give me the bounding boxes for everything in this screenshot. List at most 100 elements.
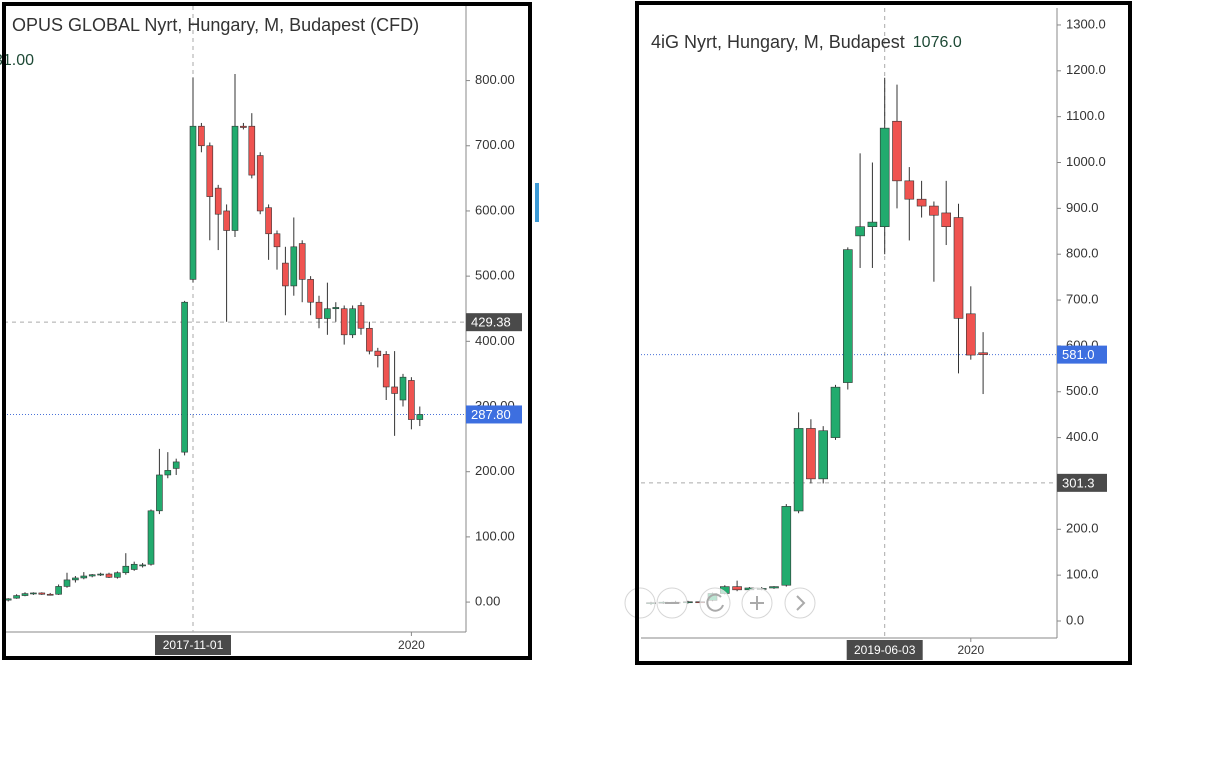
candle-body: [732, 586, 742, 591]
arrow-icon: [796, 595, 806, 611]
candle-body: [781, 506, 792, 586]
y-tick-label: 500.00: [475, 268, 515, 283]
y-tick-label: 200.0: [1066, 521, 1099, 536]
crosshair-date-box: [846, 640, 923, 660]
navigation-buttons: [624, 587, 816, 619]
candle-body: [340, 308, 348, 336]
y-tick-label: 0.00: [475, 594, 500, 609]
x-tick-label: 2020: [957, 643, 984, 657]
candle-body: [349, 308, 356, 336]
candle-body: [830, 386, 841, 438]
candle-body: [315, 301, 323, 319]
y-tick-label: 1300.0: [1066, 16, 1106, 31]
plus-icon: [750, 596, 764, 610]
candle-body: [416, 414, 424, 420]
candle-body: [382, 354, 390, 388]
y-tick-label: 600.00: [475, 202, 515, 217]
candle-body: [164, 470, 172, 476]
y-tick-label: 0.0: [1066, 612, 1084, 627]
candle-body: [399, 376, 407, 401]
candle-body: [21, 593, 29, 596]
candle-body: [147, 510, 155, 565]
nav-button[interactable]: [624, 587, 656, 619]
candle-body: [72, 577, 79, 581]
candle-body: [63, 579, 71, 587]
x-tick-label: 2020: [398, 638, 425, 652]
crosshair-date-box: [155, 635, 231, 655]
candle-body: [114, 572, 121, 578]
price-box: [1057, 345, 1107, 364]
candle-body: [408, 380, 415, 420]
frame: [2, 2, 532, 660]
y-tick-label: 200.00: [475, 463, 515, 478]
y-tick-label: 800.00: [475, 72, 515, 87]
candle-body: [357, 305, 365, 329]
candle-body: [978, 352, 988, 355]
candle-body: [55, 586, 62, 595]
candle-body: [842, 249, 853, 383]
y-tick-label: 800.0: [1066, 246, 1099, 261]
last-value: 1076.0: [913, 34, 962, 51]
candle-body: [156, 474, 163, 512]
plots: 0.00100.00200.00300.00400.00500.00600.00…: [0, 6, 1107, 660]
candle-body: [867, 221, 878, 227]
y-tick-label: 100.0: [1066, 567, 1099, 582]
scroll-button[interactable]: [784, 587, 816, 619]
candle-body: [818, 430, 829, 480]
candle-body: [13, 595, 20, 599]
candle-body: [38, 592, 46, 595]
candle-body: [953, 217, 964, 319]
y-tick-label: 500.0: [1066, 383, 1099, 398]
candle-body: [130, 563, 138, 570]
crosshair-date-label: 2017-11-01: [163, 638, 224, 652]
last-value: 31.00: [0, 52, 34, 69]
reset-button[interactable]: [699, 587, 731, 619]
candle-body: [324, 308, 331, 319]
candle-body: [298, 243, 306, 280]
y-tick-label: 100.00: [475, 528, 515, 543]
side-marker: [535, 183, 539, 222]
candle-body: [223, 210, 230, 231]
candle-body: [965, 313, 976, 356]
candle-body: [374, 350, 382, 356]
price-label: 287.80: [471, 407, 511, 422]
candle-body: [366, 327, 373, 352]
candle-body: [892, 120, 902, 182]
frame: [635, 1, 1132, 665]
candle-body: [231, 125, 239, 231]
y-tick-label: 400.00: [475, 333, 515, 348]
y-tick-label: 1100.0: [1066, 108, 1105, 123]
candle-body: [332, 307, 340, 310]
price-box: [466, 405, 522, 424]
candle-body: [248, 125, 256, 176]
y-tick-label: 1200.0: [1066, 62, 1106, 77]
candle-body: [240, 125, 247, 128]
candle-body: [80, 575, 88, 579]
crosshair-date-label: 2019-06-03: [854, 643, 916, 657]
crosshair-price-box: [466, 313, 522, 332]
candle-body: [307, 279, 314, 303]
candle-body: [855, 226, 865, 237]
chart: 0.0100.0200.0300.0400.0500.0600.0700.080…: [641, 8, 1107, 660]
chart: 0.00100.00200.00300.00400.00500.00600.00…: [0, 6, 522, 655]
y-tick-label: 700.00: [475, 137, 515, 152]
candle-body: [198, 125, 205, 147]
reset-icon: [706, 593, 724, 612]
candle-body: [172, 461, 180, 469]
candle-body: [30, 592, 37, 595]
candle-body: [265, 207, 272, 235]
y-tick-label: 700.0: [1066, 291, 1099, 306]
crosshair-price-label: 429.38: [471, 315, 511, 330]
candle-body: [806, 428, 816, 480]
candle-body: [290, 246, 298, 287]
chart-title: 4iG Nyrt, Hungary, M, Budapest: [651, 32, 905, 52]
candles: [4, 74, 424, 602]
candle-body: [929, 205, 939, 216]
candle-body: [904, 180, 915, 200]
candle-body: [282, 262, 289, 287]
candle-body: [88, 574, 96, 577]
candle-body: [181, 301, 188, 453]
candle-body: [4, 598, 12, 601]
price-label: 581.0: [1062, 347, 1095, 362]
